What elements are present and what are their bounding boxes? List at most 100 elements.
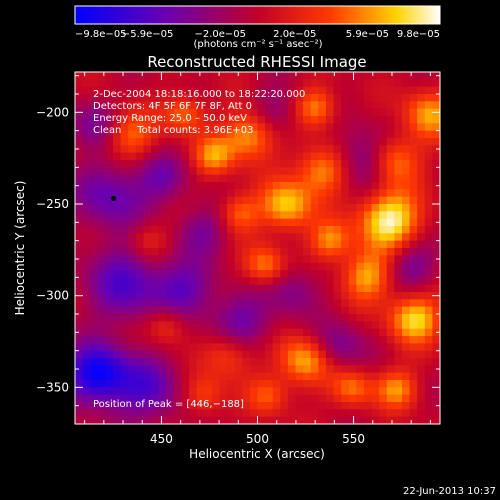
heatmap-cell [158,262,167,271]
heatmap-cell [135,94,144,102]
heatmap-cell [379,226,388,234]
heatmap-cell [310,79,319,88]
heatmap-cell [75,372,83,381]
heatmap-cell [287,262,296,271]
heatmap-cell [417,336,426,344]
heatmap-cell [234,123,243,132]
heatmap-cell [249,416,258,424]
heatmap-cell [105,314,114,322]
heatmap-cell [386,123,395,132]
heatmap-cell [394,116,403,124]
heatmap-cell [128,226,137,234]
heatmap-cell [379,350,388,359]
heatmap-cell [348,402,357,410]
heatmap-cell [386,204,395,212]
heatmap-cell [272,328,281,337]
heatmap-cell [196,189,205,198]
heatmap-cell [333,116,342,124]
heatmap-cell [424,130,433,139]
heatmap-cell [333,402,342,410]
heatmap-cell [151,409,160,418]
heatmap-cell [211,255,220,264]
heatmap-cell [128,233,137,242]
heatmap-cell [128,372,137,381]
heatmap-cell [417,233,426,242]
heatmap-cell [242,94,251,102]
heatmap-cell [234,196,243,205]
heatmap-cell [204,402,213,410]
heatmap-cell [227,292,236,300]
heatmap-cell [204,196,213,205]
heatmap-cell [386,86,395,95]
heatmap-cell [303,101,312,110]
heatmap-cell [379,211,388,220]
heatmap-cell [211,152,220,161]
heatmap-cell [113,130,122,139]
heatmap-cell [234,350,243,359]
heatmap-cell [287,270,296,278]
heatmap-cell [257,350,266,359]
heatmap-cell [287,343,296,352]
heatmap-cell [333,365,342,374]
heatmap-cell [432,336,440,344]
heatmap-cell [82,218,91,227]
heatmap-cell [166,306,175,315]
heatmap-cell [257,255,266,264]
heatmap-cell [234,343,243,352]
heatmap-cell [310,182,319,190]
heatmap-cell [173,270,182,278]
heatmap-cell [120,167,129,176]
heatmap-cell [242,409,251,418]
heatmap-cell [341,402,350,410]
heatmap-cell [227,343,236,352]
heatmap-cell [363,255,372,264]
heatmap-cell [227,299,236,308]
heatmap-cell [325,138,334,146]
heatmap-cell [424,138,433,146]
heatmap-cell [295,416,304,424]
heatmap-cell [75,262,83,271]
heatmap-cell [318,94,327,102]
heatmap-cell [82,299,91,308]
heatmap-cell [113,350,122,359]
heatmap-cell [75,299,83,308]
heatmap-cell [371,314,380,322]
heatmap-cell [204,306,213,315]
heatmap-cell [234,387,243,396]
heatmap-cell [257,328,266,337]
heatmap-cell [158,196,167,205]
heatmap-cell [181,328,190,337]
heatmap-cell [348,365,357,374]
heatmap-cell [272,94,281,102]
heatmap-cell [257,416,266,424]
heatmap-cell [158,299,167,308]
heatmap-cell [295,226,304,234]
heatmap-cell [120,108,129,117]
heatmap-cell [394,306,403,315]
heatmap-cell [310,130,319,139]
heatmap-cell [333,380,342,388]
heatmap-cell [173,321,182,330]
heatmap-cell [143,233,152,242]
heatmap-cell [227,72,236,80]
heatmap-cell [173,226,182,234]
heatmap-cell [318,277,327,286]
heatmap-cell [401,79,410,88]
heatmap-cell [394,394,403,403]
heatmap-cell [227,174,236,183]
heatmap-cell [135,233,144,242]
heatmap-cell [143,380,152,388]
heatmap-cell [379,284,388,293]
heatmap-cell [143,321,152,330]
heatmap-cell [120,262,129,271]
heatmap-cell [318,123,327,132]
heatmap-cell [120,270,129,278]
heatmap-cell [409,145,418,154]
heatmap-cell [333,182,342,190]
heatmap-cell [295,248,304,256]
heatmap-cell [128,123,137,132]
heatmap-cell [371,277,380,286]
heatmap-cell [113,116,122,124]
heatmap-cell [356,292,365,300]
annotation-peak: Position of Peak = [446,−188] [93,399,244,410]
